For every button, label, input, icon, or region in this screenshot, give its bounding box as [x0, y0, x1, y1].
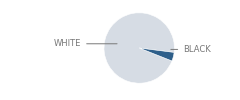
Wedge shape [139, 48, 174, 61]
Text: BLACK: BLACK [171, 45, 211, 54]
Text: WHITE: WHITE [54, 39, 117, 48]
Wedge shape [104, 13, 174, 83]
